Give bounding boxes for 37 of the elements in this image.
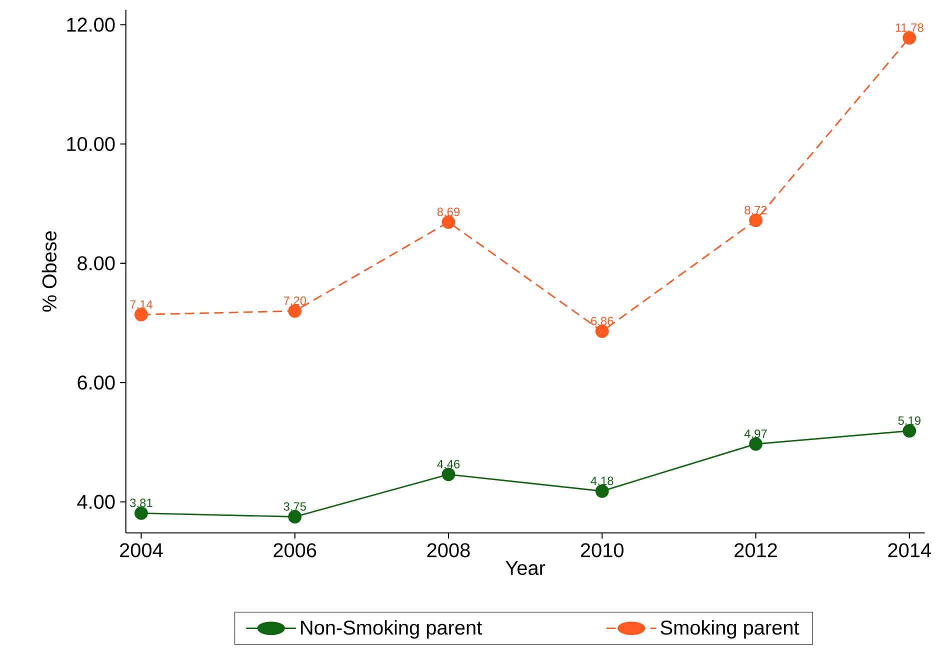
point xyxy=(134,506,148,520)
point xyxy=(902,424,916,438)
x-tick-label: 2012 xyxy=(734,543,777,558)
legend-label: Smoking parent xyxy=(660,620,800,639)
data-label: 11.78 xyxy=(896,23,924,32)
x-tick-label: 2004 xyxy=(120,543,163,558)
y-tick-label: 4.00 xyxy=(77,494,115,509)
x-tick-label: 2014 xyxy=(888,543,931,558)
data-label: 7.14 xyxy=(130,300,152,309)
data-label: 3.81 xyxy=(130,498,152,508)
data-label: 3.75 xyxy=(284,502,306,511)
point xyxy=(749,437,762,451)
y-tick-label: 8.00 xyxy=(78,256,115,270)
point xyxy=(442,468,456,482)
data-label: 4.46 xyxy=(437,460,460,468)
point xyxy=(288,510,302,524)
y-tick-label: 10.00 xyxy=(67,137,115,152)
point xyxy=(134,308,148,322)
y-axis-title: % Obese xyxy=(42,231,57,312)
y-tick-label: 12.00 xyxy=(67,18,115,32)
point xyxy=(749,214,762,228)
data-label: 6.86 xyxy=(591,316,614,326)
point xyxy=(902,31,916,45)
x-tick-label: 2008 xyxy=(427,543,470,558)
x-tick-label: 2010 xyxy=(580,543,624,558)
point xyxy=(288,304,302,318)
x-tick-label: 2006 xyxy=(274,543,316,558)
point xyxy=(595,324,609,338)
data-label: 8.69 xyxy=(437,208,460,216)
data-label: 4.97 xyxy=(744,430,767,438)
legend-label: Non-Smoking parent xyxy=(301,620,482,639)
data-label: 5.19 xyxy=(898,416,920,425)
y-tick-label: 6.00 xyxy=(78,376,115,390)
data-label: 7.20 xyxy=(284,296,306,306)
data-label: 4.18 xyxy=(590,476,614,486)
point xyxy=(442,216,456,229)
x-axis-title: Year xyxy=(506,561,546,576)
